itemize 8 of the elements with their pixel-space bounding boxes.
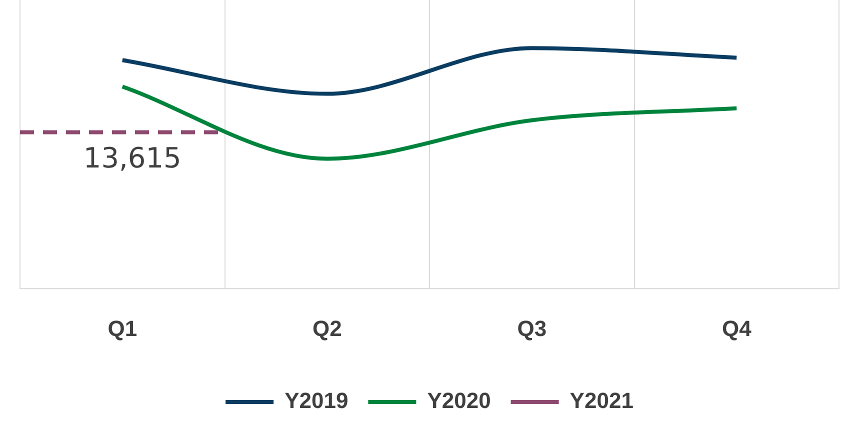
legend-label: Y2020 (427, 388, 491, 414)
legend-label: Y2019 (284, 388, 348, 414)
x-tick-label: Q4 (722, 316, 752, 341)
annotation: 13,615 (83, 142, 182, 175)
legend-label: Y2021 (570, 388, 634, 414)
x-tick-label: Q1 (108, 316, 138, 341)
x-tick-label: Q2 (312, 316, 342, 341)
x-tick-label: Q3 (517, 316, 547, 341)
